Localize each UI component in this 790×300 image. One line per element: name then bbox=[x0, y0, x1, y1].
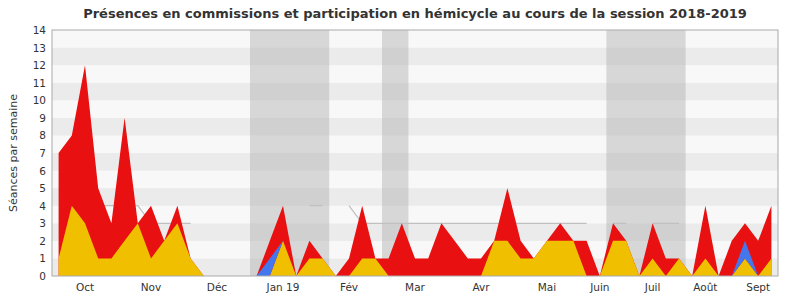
title: Présences en commissions et participatio… bbox=[83, 6, 747, 21]
x-tick-label: Oct bbox=[76, 281, 94, 293]
area bbox=[59, 206, 772, 276]
y-tick-label: 10 bbox=[33, 94, 46, 106]
page: {"chart_data": { "type": "area", "title"… bbox=[0, 0, 790, 300]
plot-background bbox=[52, 30, 778, 276]
y-tick-label: 12 bbox=[33, 59, 46, 71]
y-tick-label: 1 bbox=[39, 252, 46, 264]
chart: 01234567891011121314OctNovDécJan 19FévMa… bbox=[0, 0, 790, 300]
y-tick-label: 8 bbox=[39, 129, 46, 141]
area bbox=[59, 65, 772, 276]
x-tick-label: Juil bbox=[644, 281, 661, 293]
x-tick-label: Jan 19 bbox=[266, 281, 300, 293]
y-tick-label: 9 bbox=[39, 112, 46, 124]
band bbox=[250, 30, 329, 276]
x-tick-label: Sept bbox=[746, 281, 770, 293]
y-tick-label: 3 bbox=[39, 217, 46, 229]
y-tick-label: 0 bbox=[39, 270, 46, 282]
y-axis-label: Séances par semaine bbox=[7, 94, 20, 212]
y-tick-label: 6 bbox=[39, 165, 46, 177]
plot-frame bbox=[52, 30, 778, 276]
y-tick-label: 14 bbox=[33, 24, 47, 36]
x-tick-label: Fév bbox=[340, 281, 358, 293]
x-tick-label: Déc bbox=[207, 281, 228, 293]
y-axis: 01234567891011121314 bbox=[33, 24, 47, 282]
y-tick-label: 2 bbox=[39, 235, 46, 247]
y-tick-label: 7 bbox=[39, 147, 46, 159]
y-tick-label: 5 bbox=[39, 182, 46, 194]
x-tick-label: Avr bbox=[472, 281, 490, 293]
plot-area bbox=[52, 30, 778, 276]
y-tick-label: 11 bbox=[33, 77, 46, 89]
x-axis: Oct Nov Déc Jan 19 Fév Mar Avr Mai Juin Juil Août S… bbox=[76, 281, 770, 293]
x-tick-label: Mai bbox=[538, 281, 556, 293]
area bbox=[59, 206, 772, 276]
x-tick-label: Juin bbox=[589, 281, 609, 293]
reference-line bbox=[59, 188, 772, 241]
x-tick-label: Mar bbox=[405, 281, 425, 293]
x-tick-label: Nov bbox=[141, 281, 162, 293]
y-tick-label: 4 bbox=[39, 200, 46, 212]
y-tick-label: 13 bbox=[33, 42, 46, 54]
x-tick-label: Août bbox=[693, 281, 717, 293]
